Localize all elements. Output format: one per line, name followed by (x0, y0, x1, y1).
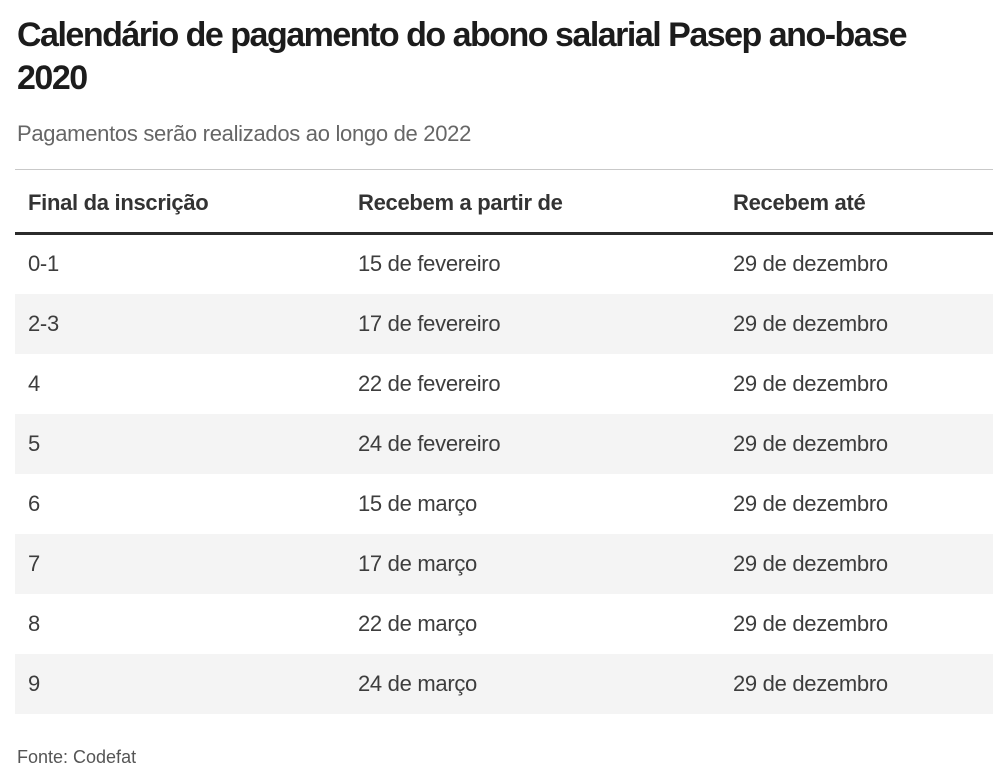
table-row: 0-1 15 de fevereiro 29 de dezembro (15, 234, 993, 294)
table-cell: 15 de fevereiro (358, 251, 501, 277)
column-header: Recebem até (720, 169, 993, 235)
table-cell: 29 de dezembro (733, 251, 888, 277)
table-cell: 29 de dezembro (733, 430, 888, 456)
table-row: 2-3 17 de fevereiro 29 de dezembro (15, 293, 993, 354)
table-cell: 7 (28, 550, 40, 576)
table-row: 4 22 de fevereiro 29 de dezembro (15, 354, 993, 414)
table-cell: 29 de dezembro (733, 550, 888, 576)
table-row: 7 17 de março 29 de dezembro (15, 533, 993, 594)
table-cell: 0-1 (28, 251, 59, 277)
table-cell: 4 (28, 370, 40, 396)
table-row: 8 22 de março 29 de dezembro (15, 594, 993, 654)
table-cell: 22 de março (358, 610, 477, 636)
table-row: 9 24 de março 29 de dezembro (15, 653, 993, 714)
table-row: 5 24 de fevereiro 29 de dezembro (15, 413, 993, 474)
table-cell: 9 (28, 670, 40, 696)
table-cell: 15 de março (358, 490, 477, 516)
table-row: 6 15 de março 29 de dezembro (15, 474, 993, 534)
table-cell: 17 de março (358, 550, 477, 576)
table-cell: 24 de março (358, 670, 477, 696)
page-title: Calendário de pagamento do abono salaria… (17, 14, 993, 100)
page-subtitle: Pagamentos serão realizados ao longo de … (17, 121, 472, 146)
table-cell: 2-3 (28, 310, 59, 336)
table-cell: 24 de fevereiro (358, 430, 501, 456)
table-cell: 29 de dezembro (733, 490, 888, 516)
table-cell: 29 de dezembro (733, 310, 888, 336)
table-cell: 8 (28, 610, 40, 636)
content-container: Calendário de pagamento do abono salaria… (0, 14, 1008, 768)
table-cell: 29 de dezembro (733, 370, 888, 396)
table-header-row: Final da inscrição Recebem a partir de Rec… (15, 169, 993, 235)
payment-calendar-table: Final da inscrição Recebem a partir de Rec… (15, 169, 993, 714)
table-cell: 6 (28, 490, 40, 516)
source-credit: Fonte: Codefat (17, 746, 137, 767)
table-cell: 29 de dezembro (733, 670, 888, 696)
table-body: 0-1 15 de fevereiro 29 de dezembro 2-3 17 de… (15, 234, 993, 714)
page-title-line-1: Calendário de pagamento do abono salaria… (17, 16, 908, 54)
column-header: Recebem a partir de (345, 169, 720, 235)
page-title-line-2: 2020 (17, 59, 88, 97)
table-cell: 5 (28, 430, 40, 456)
column-header: Final da inscrição (15, 169, 345, 235)
table-cell: 29 de dezembro (733, 610, 888, 636)
table-head: Final da inscrição Recebem a partir de Rec… (15, 169, 993, 235)
table-cell: 22 de fevereiro (358, 370, 501, 396)
table-cell: 17 de fevereiro (358, 310, 501, 336)
